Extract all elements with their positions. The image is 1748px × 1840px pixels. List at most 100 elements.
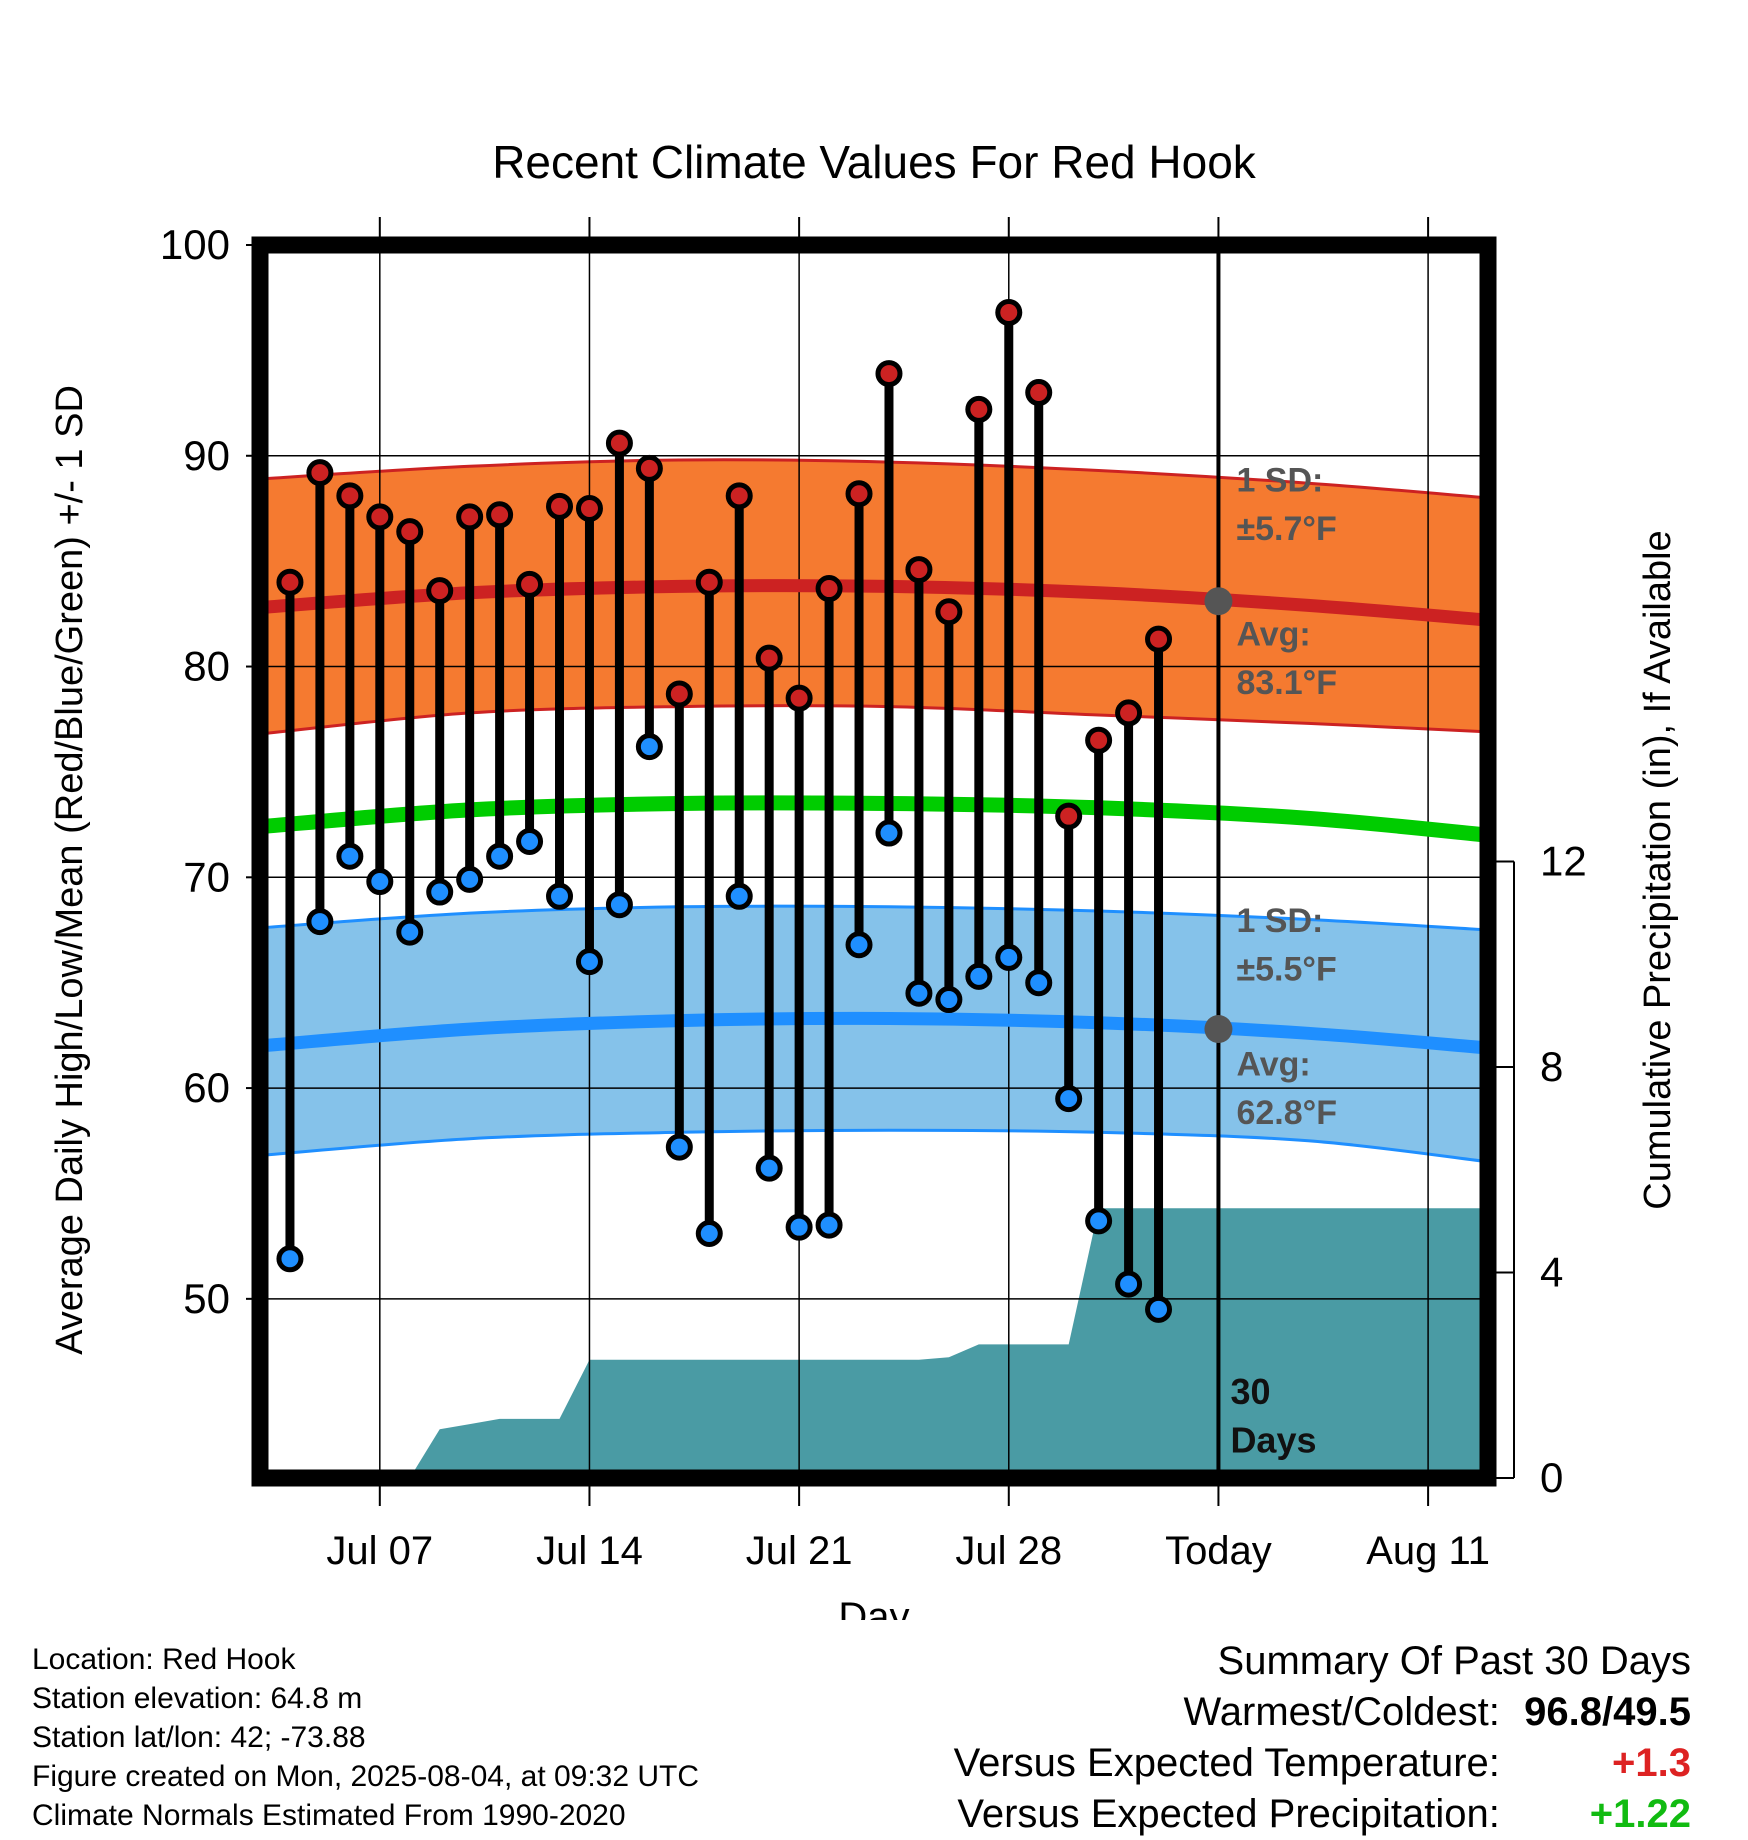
daily-low-point: [935, 986, 963, 1014]
x-tick-label: Jul 14: [536, 1529, 643, 1573]
elevation-text: Station elevation: 64.8 m: [32, 1682, 363, 1715]
daily-low-point: [1025, 969, 1053, 997]
daily-high-point: [725, 482, 753, 510]
low-band-upper-edge: [260, 904, 1488, 932]
daily-low-point: [755, 1154, 783, 1182]
daily-high-point: [935, 598, 963, 626]
daily-high-point: [1055, 802, 1083, 830]
low-sd-value: ±5.5°F: [1236, 951, 1336, 989]
summary-panel: Summary Of Past 30 Days Warmest/Coldest:…: [954, 1636, 1691, 1840]
daily-low-point: [665, 1133, 693, 1161]
station-info: Location: Red Hook Station elevation: 64…: [32, 1640, 699, 1835]
today-high-avg-dot: [1204, 587, 1233, 616]
normal-low-line: [260, 1011, 1488, 1055]
daily-high-point: [276, 568, 304, 596]
daily-low-point: [845, 931, 873, 959]
x-tick-label: Jul 07: [326, 1529, 433, 1573]
daily-high-point: [396, 518, 424, 546]
summary-title: Summary Of Past 30 Days: [1217, 1639, 1691, 1683]
low-sd-label: 1 SD:: [1236, 902, 1323, 940]
daily-low-point: [695, 1220, 723, 1248]
plot-frame: [251, 236, 1497, 1487]
summary-precip: Versus Expected Precipitation: +1.22: [954, 1789, 1691, 1840]
y2-axis: 0 4 8 12: [1488, 838, 1587, 1501]
daily-high-point: [426, 577, 454, 605]
daily-high-point: [995, 298, 1023, 326]
daily-high-point: [845, 480, 873, 508]
x-tick-label: Today: [1165, 1529, 1272, 1573]
daily-low-point: [785, 1213, 813, 1241]
x-axis-label: Day: [838, 1595, 909, 1620]
summary-warm-cold: Warmest/Coldest: 96.8/49.5: [954, 1687, 1692, 1738]
precip-area: [260, 1208, 1488, 1478]
x-tick-label: Jul 21: [746, 1529, 853, 1573]
high-sd-value: ±5.7°F: [1236, 510, 1336, 548]
x-tick-label: Aug 11: [1366, 1529, 1490, 1573]
daily-low-point: [875, 819, 903, 847]
y-axis-label: Average Daily High/Low/Mean (Red/Blue/Gr…: [49, 385, 91, 1355]
warm-cold-label: Warmest/Coldest:: [1183, 1690, 1500, 1734]
daily-high-point: [755, 644, 783, 672]
daily-high-point: [695, 568, 723, 596]
daily-low-point: [366, 868, 394, 896]
x-axis: Jul 07 Jul 14 Jul 21 Jul 28 Today Aug 11: [326, 217, 1490, 1573]
days-count-number: 30: [1230, 1371, 1270, 1412]
location-text: Location: Red Hook: [32, 1643, 296, 1676]
y-axis: 50 60 70 80 90 100: [160, 221, 260, 1406]
daily-high-point: [1177, 0, 1199, 11]
daily-low-point: [575, 948, 603, 976]
daily-low-point: [426, 878, 454, 906]
chart-title: Recent Climate Values For Red Hook: [492, 136, 1257, 188]
y2-tick-label: 4: [1540, 1249, 1563, 1296]
today-low-avg-dot: [1204, 1015, 1233, 1044]
high-avg-label: Avg:: [1236, 615, 1310, 653]
daily-high-point: [516, 570, 544, 598]
daily-low-point: [635, 733, 663, 761]
y-tick-label: 70: [183, 853, 230, 900]
high-sd-label: 1 SD:: [1236, 462, 1323, 500]
normals-text: Climate Normals Estimated From 1990-2020: [32, 1799, 626, 1832]
daily-high-point: [1025, 379, 1053, 407]
daily-high-point: [965, 395, 993, 423]
y2-tick-label: 12: [1540, 838, 1587, 885]
daily-low-point: [276, 1245, 304, 1273]
y-tick-label: 50: [183, 1275, 230, 1322]
daily-high-point: [456, 503, 484, 531]
latlon-text: Station lat/lon: 42; -73.88: [32, 1721, 366, 1754]
daily-low-point: [1145, 1295, 1173, 1323]
summary-temp: Versus Expected Temperature: +1.3: [954, 1738, 1691, 1789]
y-tick-label: 60: [183, 1064, 230, 1111]
low-avg-value: 62.8°F: [1236, 1094, 1337, 1132]
precip-label: Versus Expected Precipitation:: [957, 1792, 1500, 1836]
daily-low-point: [336, 842, 364, 870]
daily-high-point: [1115, 699, 1143, 727]
daily-low-point: [1055, 1085, 1083, 1113]
y-tick-label: 90: [183, 432, 230, 479]
x-tick-label: Jul 28: [955, 1529, 1062, 1573]
daily-low-point: [1177, 0, 1199, 11]
daily-low-point: [605, 891, 633, 919]
daily-high-point: [336, 482, 364, 510]
y-tick-label: 100: [160, 221, 230, 268]
daily-high-point: [665, 680, 693, 708]
daily-high-point: [605, 429, 633, 457]
low-band-lower-edge: [260, 1128, 1488, 1164]
daily-low-point: [995, 943, 1023, 971]
daily-high-point: [635, 454, 663, 482]
high-avg-value: 83.1°F: [1236, 664, 1337, 702]
daily-low-point: [396, 918, 424, 946]
daily-high-point: [546, 492, 574, 520]
daily-high-point: [306, 459, 334, 487]
daily-low-point: [546, 882, 574, 910]
daily-low-point: [1115, 1270, 1143, 1298]
days-count-word: Days: [1230, 1420, 1316, 1461]
warm-cold-value: 96.8/49.5: [1524, 1690, 1691, 1734]
y2-tick-label: 0: [1540, 1454, 1563, 1501]
low-avg-label: Avg:: [1236, 1045, 1310, 1083]
daily-high-point: [1145, 625, 1173, 653]
low-sd-band: [260, 906, 1488, 1162]
daily-low-point: [725, 882, 753, 910]
temp-label: Versus Expected Temperature:: [953, 1741, 1500, 1785]
daily-low-point: [815, 1211, 843, 1239]
y2-axis-label: Cumulative Precipitation (in), If Availa…: [1637, 530, 1679, 1209]
